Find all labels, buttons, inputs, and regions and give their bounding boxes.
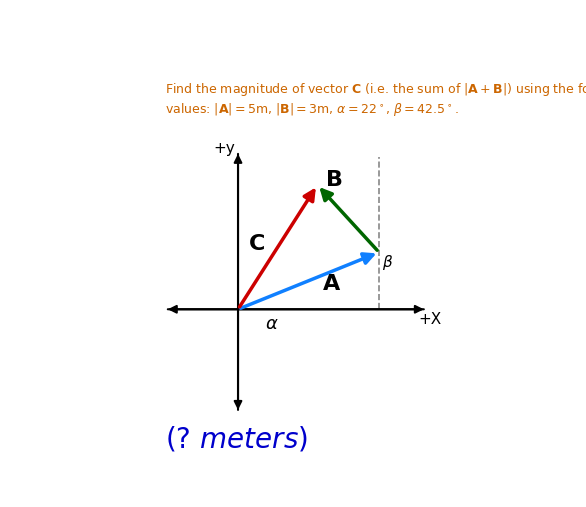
Text: $\beta$: $\beta$ [382, 254, 393, 272]
Text: $\mathbf{B}$: $\mathbf{B}$ [325, 170, 343, 191]
Text: $\mathbf{A}$: $\mathbf{A}$ [322, 274, 341, 294]
Text: Find the magnitude of vector $\mathbf{C}$ (i.e. the sum of $|\mathbf{A} + \mathb: Find the magnitude of vector $\mathbf{C}… [165, 81, 586, 118]
Text: $\alpha$: $\alpha$ [265, 315, 278, 334]
Text: +X: +X [418, 312, 441, 328]
Text: +y: +y [213, 140, 235, 156]
Text: $(?\  meters)$: $(?\ meters)$ [165, 425, 308, 454]
Text: $\mathbf{C}$: $\mathbf{C}$ [248, 234, 265, 254]
